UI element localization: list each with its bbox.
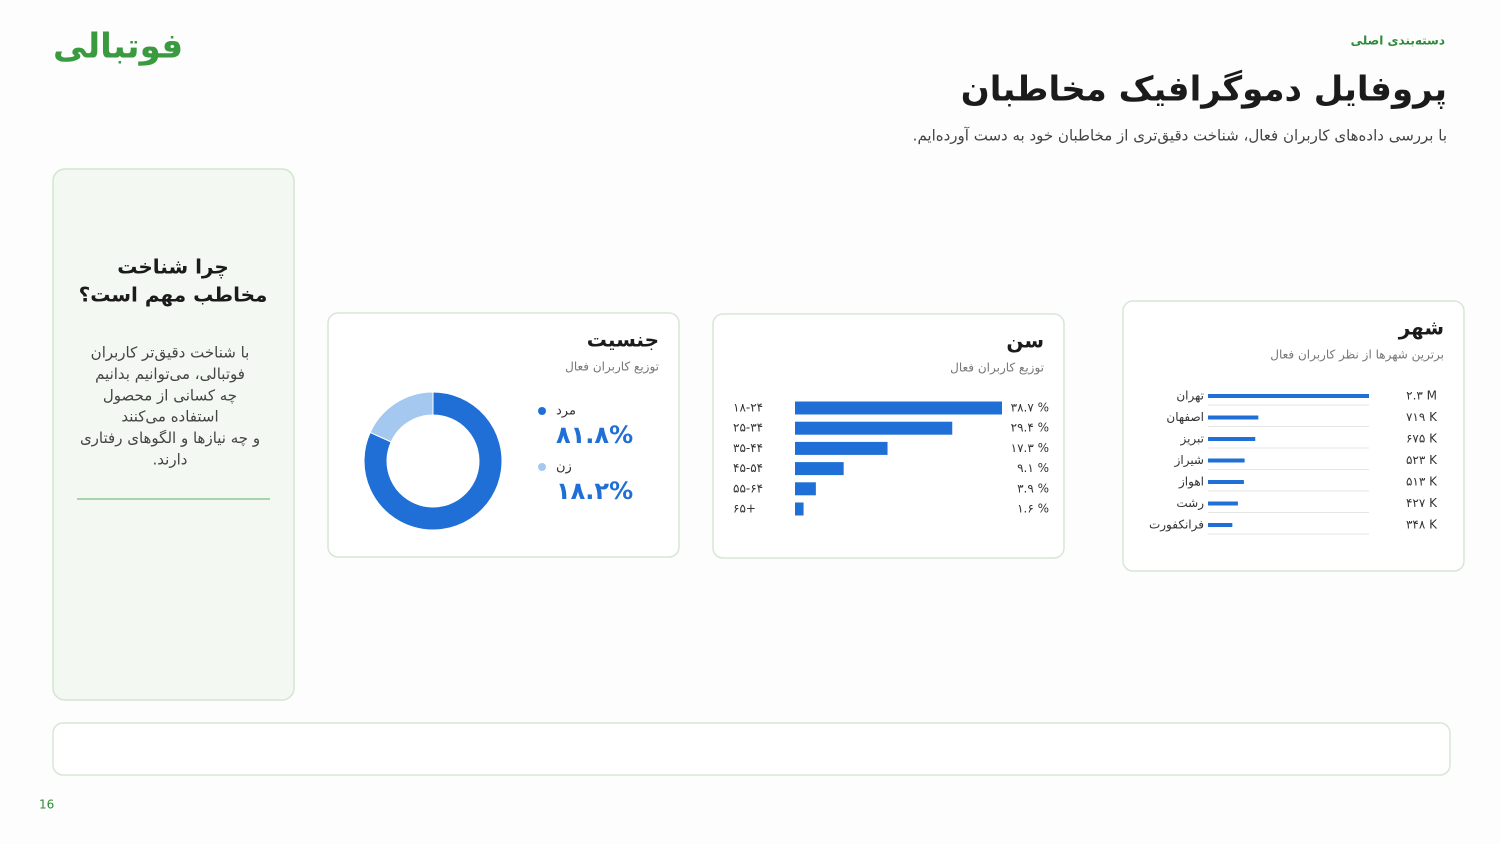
value-label: ۵۲۳ K bbox=[1406, 453, 1438, 467]
sidebar-title: چرا شناخت bbox=[117, 255, 229, 280]
sidebar-text: دارند. bbox=[153, 451, 188, 469]
donut-slice bbox=[369, 391, 434, 443]
sidebar-text: و چه نیازها و الگوهای رفتاری bbox=[80, 429, 260, 447]
sidebar-text: چه کسانی از محصول bbox=[103, 386, 237, 404]
value-label: ۶۷۵ K bbox=[1406, 432, 1438, 446]
gender-card bbox=[327, 312, 680, 558]
bottom-box bbox=[52, 722, 1451, 776]
value-label: ۱.۶ % bbox=[1017, 502, 1049, 516]
category-label: ۱۸-۲۴ bbox=[733, 401, 763, 415]
card-subtitle: توزیع کاربران فعال bbox=[950, 361, 1044, 376]
sidebar-text: با شناخت دقیق‌تر کاربران bbox=[91, 344, 250, 362]
logo: فوتبالی bbox=[53, 27, 183, 67]
value-label: ۱۸.۲% bbox=[556, 477, 633, 505]
value-label: ۳۴۸ K bbox=[1406, 518, 1438, 532]
category-label: رشت bbox=[1176, 496, 1204, 511]
header-subtitle: با بررسی داده‌های کاربران فعال، شناخت دق… bbox=[913, 127, 1447, 145]
card-title: شهر bbox=[1398, 316, 1444, 340]
category-label: تبریز bbox=[1179, 432, 1204, 447]
sidebar-text: فوتبالی، می‌توانیم بدانیم bbox=[95, 365, 245, 383]
value-label: ۴۲۷ K bbox=[1406, 496, 1438, 510]
bar bbox=[1208, 394, 1369, 398]
bar bbox=[795, 401, 1002, 415]
card-subtitle: توزیع کاربران فعال bbox=[565, 360, 659, 375]
bar bbox=[1208, 458, 1245, 463]
category-label: ۴۵-۵۴ bbox=[733, 461, 763, 475]
category-label: ۶۵+ bbox=[733, 502, 756, 516]
header-category: دسته‌بندی اصلی bbox=[1351, 34, 1445, 48]
value-label: ۲.۳ M bbox=[1406, 389, 1437, 403]
category-label: فرانکفورت bbox=[1149, 518, 1204, 533]
bar bbox=[795, 462, 844, 476]
bar bbox=[795, 441, 888, 455]
sidebar-text: استفاده می‌کنند bbox=[121, 408, 218, 426]
category-label: ۲۵-۳۴ bbox=[733, 421, 763, 435]
donut-slice bbox=[363, 391, 503, 531]
bar bbox=[1208, 415, 1259, 420]
bar bbox=[1208, 523, 1233, 527]
legend-dot bbox=[538, 463, 546, 471]
category-label: ۳۵-۴۴ bbox=[733, 441, 763, 455]
legend-dot bbox=[538, 407, 546, 415]
value-label: ۹.۱ % bbox=[1017, 461, 1049, 475]
age-card bbox=[712, 313, 1065, 559]
page-number: 16 bbox=[39, 798, 54, 812]
category-label: اهواز bbox=[1178, 475, 1204, 490]
bar bbox=[795, 482, 816, 496]
legend-label: زن bbox=[556, 460, 572, 475]
value-label: ۳.۹ % bbox=[1017, 481, 1049, 495]
card-subtitle: برترین شهرها از نظر کاربران فعال bbox=[1270, 348, 1444, 363]
value-label: ۸۱.۸% bbox=[556, 421, 633, 449]
category-label: شیراز bbox=[1174, 453, 1204, 468]
category-label: ۵۵-۶۴ bbox=[733, 481, 763, 495]
value-label: ۲۹.۴ % bbox=[1011, 421, 1049, 435]
bar bbox=[795, 502, 804, 516]
bar bbox=[1208, 501, 1238, 506]
value-label: ۷۱۹ K bbox=[1406, 410, 1438, 424]
bar bbox=[1208, 437, 1256, 441]
category-label: اصفهان bbox=[1166, 410, 1204, 424]
bar bbox=[795, 421, 953, 435]
sidebar-title: مخاطب مهم است؟ bbox=[79, 283, 268, 307]
value-label: ۵۱۳ K bbox=[1406, 475, 1438, 489]
card-title: جنسیت bbox=[587, 328, 659, 352]
category-label: تهران bbox=[1176, 389, 1204, 404]
sidebar-card bbox=[52, 168, 295, 701]
bar bbox=[1208, 480, 1244, 484]
header-title: پروفایل دموگرافیک مخاطبان bbox=[961, 70, 1447, 110]
legend-label: مرد bbox=[556, 404, 576, 419]
value-label: ۱۷.۳ % bbox=[1011, 441, 1049, 455]
value-label: ۳۸.۷ % bbox=[1011, 401, 1049, 415]
card-title: سن bbox=[1006, 329, 1044, 353]
